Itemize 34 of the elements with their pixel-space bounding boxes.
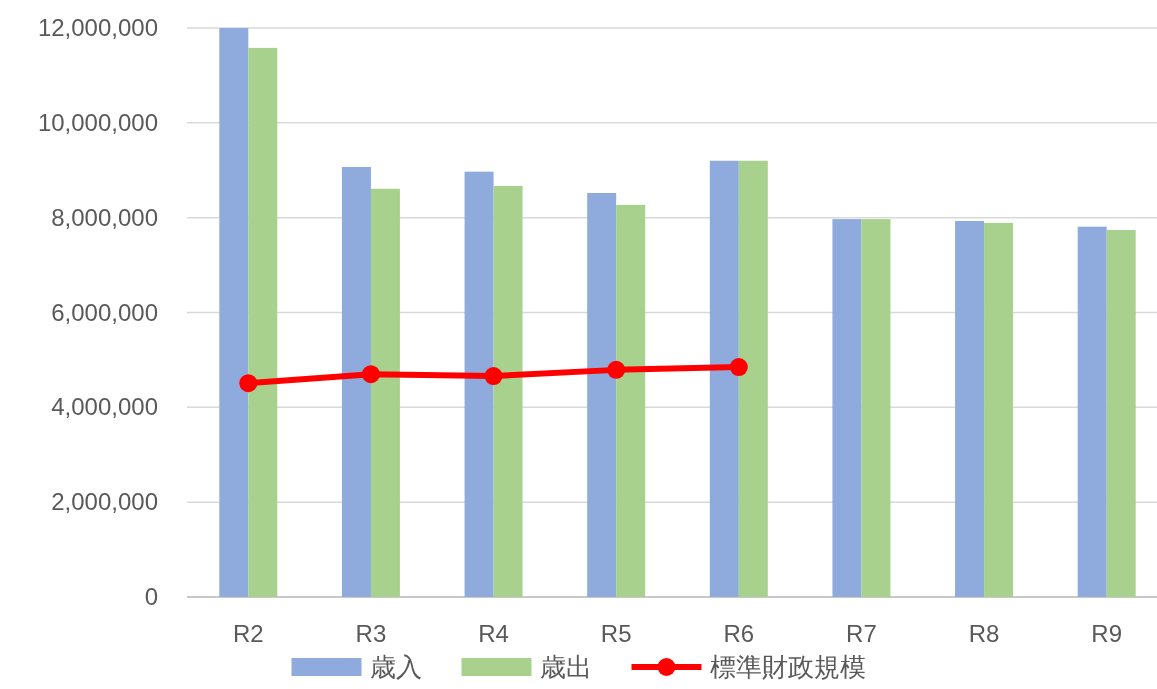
bar <box>341 166 371 597</box>
bar <box>955 220 985 597</box>
bar <box>370 188 400 597</box>
x-tick-label: R8 <box>968 620 1000 647</box>
bar <box>493 185 523 597</box>
x-tick-label: R5 <box>600 620 632 647</box>
bar <box>587 193 617 597</box>
y-tick-label: 10,000,000 <box>37 108 158 136</box>
bar <box>1077 226 1107 597</box>
x-tick-label: R7 <box>846 620 877 647</box>
legend-label: 歳入 <box>369 652 422 682</box>
bar <box>1106 230 1136 597</box>
x-tick-label: R6 <box>723 620 755 647</box>
bar <box>861 219 891 597</box>
bar <box>709 160 739 597</box>
bar <box>248 47 278 597</box>
bar <box>738 160 768 597</box>
bar <box>832 219 862 597</box>
x-tick-label: R4 <box>478 620 509 647</box>
bar <box>984 222 1014 597</box>
y-tick-label: 4,000,000 <box>51 393 158 421</box>
x-tick-label: R3 <box>355 620 387 647</box>
legend-label: 標準財政規模 <box>709 652 866 682</box>
y-tick-label: 12,000,000 <box>37 14 158 41</box>
x-tick-label: R9 <box>1091 620 1123 647</box>
bar <box>464 171 494 597</box>
y-tick-label: 2,000,000 <box>51 488 158 516</box>
bar <box>616 204 646 597</box>
x-tick-label: R2 <box>232 620 264 647</box>
bar <box>219 28 249 597</box>
y-tick-label: 0 <box>144 583 158 610</box>
y-tick-label: 6,000,000 <box>51 298 158 326</box>
legend-label: 歳出 <box>539 652 592 682</box>
y-tick-label: 8,000,000 <box>51 203 158 231</box>
